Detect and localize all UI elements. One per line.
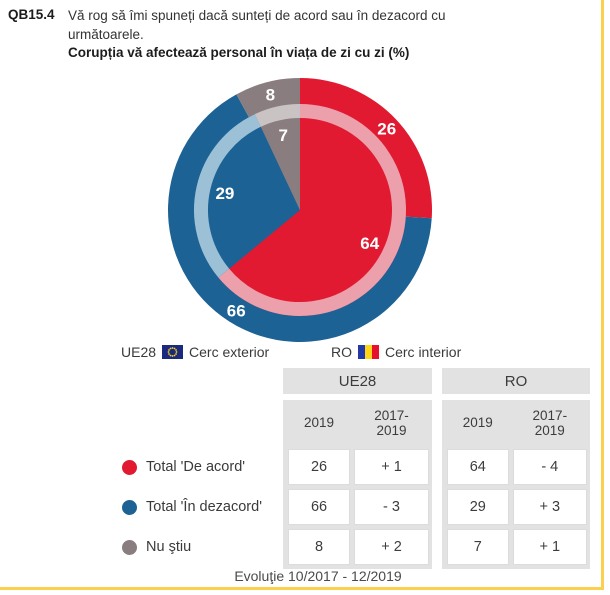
col-header-2017-2019: 2017-2019 <box>374 407 409 438</box>
inner-slice-0 <box>218 104 407 316</box>
table-row: 66 - 3 <box>288 489 429 525</box>
table-row: 64 - 4 <box>447 449 587 485</box>
legend-outer-label: Cerc exterior <box>189 344 270 360</box>
table-block-ro: 2019 2017-2019 64 - 4 29 + 3 7 + 1 <box>442 400 590 569</box>
question-code: QB15.4 <box>8 7 55 22</box>
inner-slice-2 <box>254 104 300 210</box>
outer-value-label: 8 <box>266 86 275 105</box>
inner-highlight-band-2 <box>254 104 301 127</box>
chart-title: Corupția vă afectează personal în viața … <box>68 45 410 60</box>
category-label: Nu ştiu <box>146 539 192 555</box>
value-cell: + 1 <box>354 449 429 485</box>
category-disagree: Total 'În dezacord' <box>122 489 262 525</box>
category-label: Total 'În dezacord' <box>146 499 262 515</box>
frame-border-bottom <box>0 587 604 590</box>
col-header-2019: 2019 <box>462 415 493 430</box>
value-cell: + 3 <box>512 489 587 525</box>
table-block-ue28: 2019 2017-2019 26 + 1 66 - 3 8 + 2 <box>283 400 432 569</box>
value-cell: 7 <box>447 529 509 565</box>
eu-flag-icon <box>162 345 184 359</box>
legend-inner-country: RO <box>331 344 352 360</box>
legend-inner-label: Cerc interior <box>385 344 462 360</box>
col-header-2017-2019: 2017-2019 <box>532 407 568 438</box>
question-line-1: Vă rog să îmi spuneți dacă sunteți de ac… <box>68 8 446 23</box>
outer-value-label: 66 <box>227 302 246 321</box>
value-cell: 29 <box>447 489 509 525</box>
outer-value-label: 26 <box>377 120 396 139</box>
value-cell: 66 <box>288 489 351 525</box>
question-text: Vă rog să îmi spuneți dacă sunteți de ac… <box>68 7 538 44</box>
gray-dot-icon <box>122 539 137 555</box>
question-line-2: următoarele. <box>68 26 144 42</box>
table-subheader-row: 2019 2017-2019 <box>447 400 587 445</box>
table-row: 26 + 1 <box>288 449 429 485</box>
table-row: 29 + 3 <box>447 489 587 525</box>
category-label: Total 'De acord' <box>146 459 246 475</box>
category-agree: Total 'De acord' <box>122 449 245 485</box>
inner-value-label: 7 <box>278 126 287 145</box>
table-group-header-ro: RO <box>442 368 590 394</box>
ro-flag-icon <box>358 345 379 359</box>
value-cell: 26 <box>288 449 351 485</box>
category-dont-know: Nu ştiu <box>122 529 191 565</box>
inner-value-label: 29 <box>215 184 234 203</box>
red-dot-icon <box>122 459 137 475</box>
value-cell: + 2 <box>354 529 429 565</box>
value-cell: 64 <box>447 449 509 485</box>
inner-highlight-band-0 <box>218 104 406 316</box>
frame-border-right <box>601 0 604 590</box>
value-cell: 8 <box>288 529 351 565</box>
inner-value-label: 64 <box>360 234 379 253</box>
table-subheader-row: 2019 2017-2019 <box>288 400 429 445</box>
legend-outer-ring: UE28 Cerc exterior <box>121 344 269 360</box>
table-group-header-ue28: UE28 <box>283 368 432 394</box>
legend-inner-ring: RO Cerc interior <box>331 344 461 360</box>
value-cell: - 3 <box>354 489 429 525</box>
inner-highlight-band-1 <box>194 114 261 278</box>
table-row: 8 + 2 <box>288 529 429 565</box>
legend-outer-country: UE28 <box>121 344 157 360</box>
value-cell: - 4 <box>512 449 587 485</box>
table-row: 7 + 1 <box>447 529 587 565</box>
col-header-2019: 2019 <box>303 415 335 430</box>
blue-dot-icon <box>122 499 137 515</box>
evolution-note: Evoluţie 10/2017 - 12/2019 <box>234 568 402 584</box>
value-cell: + 1 <box>512 529 587 565</box>
pie-chart: 26 66 8 64 29 7 <box>168 78 433 343</box>
